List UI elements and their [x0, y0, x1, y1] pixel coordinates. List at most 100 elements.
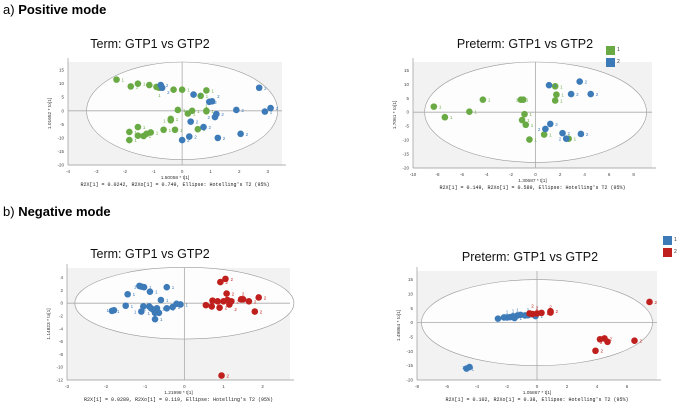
legend-swatch: [606, 58, 615, 67]
y-axis-label: 1.14823 * to[1]: [46, 308, 52, 339]
point-label: 1: [534, 138, 537, 143]
y-tick-label: 2: [60, 288, 63, 293]
data-point: [218, 372, 225, 379]
point-label: 1: [134, 310, 137, 315]
data-point: [211, 113, 219, 121]
y-tick-label: 10: [408, 291, 414, 296]
point-label: 2: [555, 122, 558, 127]
y-tick-label: -6: [59, 339, 63, 344]
point-label: 2: [610, 336, 613, 341]
legend-swatch: [663, 248, 672, 257]
data-point: [542, 125, 549, 133]
y-tick-label: 4: [60, 275, 63, 280]
data-point: [178, 86, 186, 93]
data-point: [540, 131, 548, 138]
y-axis-label: 1.01652 * to[1]: [47, 98, 53, 129]
point-label: 1: [193, 112, 196, 117]
y-tick-label: -4: [59, 326, 63, 331]
point-label: 1: [516, 98, 519, 103]
point-label: 1: [474, 110, 477, 115]
y-tick-label: -5: [405, 124, 409, 129]
point-label: 1: [561, 93, 564, 98]
y-tick-label: 15: [404, 68, 410, 73]
data-point: [209, 297, 216, 304]
data-point: [151, 315, 159, 323]
point-label: 2: [531, 304, 534, 309]
data-point: [577, 130, 585, 138]
scatter-plot-1: Term: GTP1 vs GTP2-4 -3 -2 -1 0 1 2 3-20-15-10-…: [47, 37, 286, 188]
point-label: 2: [600, 340, 603, 345]
x-tick-label: -8: [436, 172, 440, 177]
data-point: [208, 303, 216, 310]
point-label: 1: [178, 305, 181, 310]
x-tick-label: 6: [608, 172, 611, 177]
point-label: 2: [207, 115, 210, 120]
point-label: 1: [163, 118, 166, 123]
chart-title: Preterm: GTP1 vs GTP2: [462, 250, 598, 264]
point-label: 1: [148, 311, 151, 316]
data-point: [163, 283, 171, 291]
data-point: [171, 126, 179, 134]
data-point: [110, 306, 118, 314]
data-point: [214, 134, 222, 142]
x-tick-label: 2: [261, 384, 264, 389]
point-label: 1: [211, 88, 214, 93]
point-label: 1: [143, 82, 146, 87]
point-label: 1: [560, 84, 563, 89]
data-point: [134, 123, 142, 131]
chart-title: Preterm: GTP1 vs GTP2: [457, 37, 593, 51]
y-tick-label: -2: [59, 314, 63, 319]
point-label: 2: [234, 307, 237, 312]
x-axis-label: 1.30687 * t[1]: [518, 178, 547, 184]
chart-title: Term: GTP1 vs GTP2: [90, 247, 210, 261]
x-tick-label: -2: [505, 384, 509, 389]
y-tick-label: -5: [60, 122, 64, 127]
point-label: 1: [183, 108, 186, 113]
data-point: [518, 116, 526, 124]
y-axis-label: 1.7061 * to[1]: [392, 101, 398, 130]
point-label: 1: [530, 112, 533, 117]
x-tick-label: -4: [475, 384, 479, 389]
point-label: 1: [541, 314, 544, 319]
data-point: [155, 309, 163, 317]
data-point: [222, 275, 229, 283]
point-label: 1: [211, 109, 214, 114]
x-tick-label: 1: [222, 384, 225, 389]
y-tick-label: 10: [59, 81, 65, 86]
point-label: 1: [156, 130, 159, 135]
point-label: 1: [134, 138, 137, 143]
data-point: [546, 120, 554, 128]
point-label: 2: [549, 305, 552, 310]
data-point: [233, 106, 240, 114]
point-label: 1: [205, 103, 208, 108]
section-label-positive: a) Positive mode: [3, 2, 106, 17]
scatter-plot-3: Term: GTP1 vs GTP2-3 -2 -1 0 1 2-12-10-8-6-4-…: [46, 247, 295, 403]
y-tick-label: -10: [402, 138, 409, 143]
y-tick-label: -15: [57, 149, 64, 154]
data-point: [157, 296, 165, 304]
point-label: 1: [134, 130, 137, 135]
data-point: [138, 308, 145, 315]
data-point: [592, 347, 599, 355]
point-label: 1: [185, 302, 188, 307]
point-label: 1: [122, 78, 125, 83]
point-label: 2: [241, 108, 244, 113]
point-label: 2: [214, 100, 217, 105]
data-point: [188, 107, 196, 115]
data-point: [551, 97, 559, 104]
data-point: [576, 78, 583, 85]
x-tick-label: -2: [123, 169, 127, 174]
data-point: [526, 136, 533, 143]
point-label: 2: [655, 300, 658, 305]
point-label: 1: [527, 118, 530, 123]
data-point: [174, 106, 182, 114]
data-point: [559, 129, 566, 137]
point-label: 2: [167, 90, 170, 95]
x-tick-label: 4: [583, 172, 586, 177]
data-point: [223, 290, 230, 297]
model-summary: R2X[1] = 0.0289, R2Xo[1] = 0.119, Ellips…: [84, 397, 273, 403]
y-tick-label: 0: [406, 110, 409, 115]
point-label: 2: [166, 83, 169, 88]
data-point: [267, 104, 274, 112]
